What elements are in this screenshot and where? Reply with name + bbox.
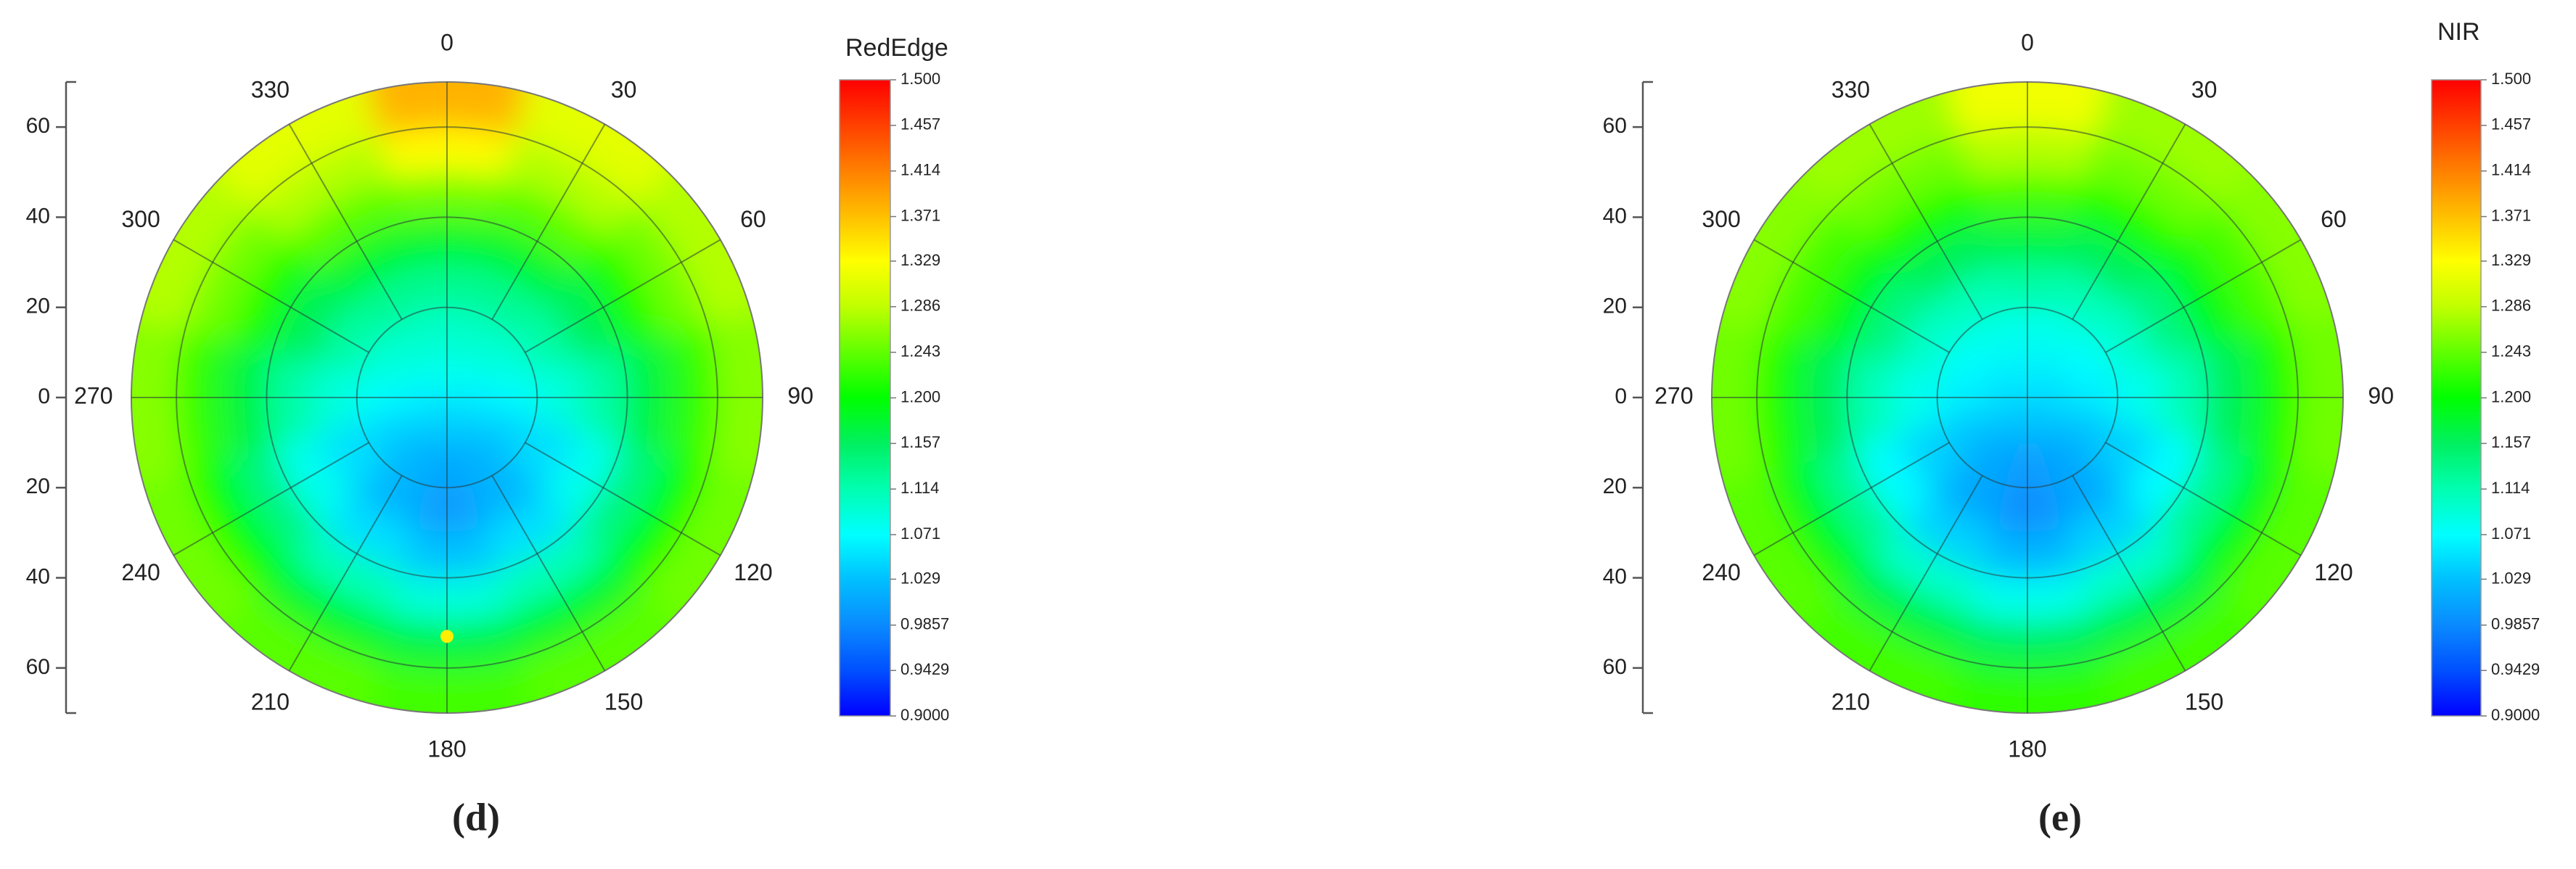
- theta-tick-label: 180: [2008, 736, 2046, 762]
- colorbar-tick-label: 0.9429: [901, 660, 949, 678]
- theta-tick-label: 0: [2021, 29, 2034, 55]
- y-tick-label: 20: [1603, 295, 1627, 318]
- theta-grid-line: [288, 123, 403, 320]
- colorbar-tick-label: 1.029: [2491, 569, 2531, 587]
- theta-grid-line: [491, 475, 606, 672]
- theta-tick-label: 120: [2314, 559, 2353, 585]
- colorbar-tick-label: 1.414: [2491, 161, 2531, 179]
- theta-grid-line: [2072, 475, 2186, 672]
- colorbar-title: NIR: [2437, 18, 2480, 46]
- theta-tick-label: 30: [611, 77, 637, 103]
- theta-grid-line: [1869, 123, 1983, 320]
- colorbar-tick-label: 1.329: [2491, 251, 2531, 269]
- y-tick-label: 20: [26, 474, 50, 498]
- colorbar-tick-label: 1.414: [901, 161, 940, 179]
- theta-tick-label: 0: [440, 29, 454, 55]
- theta-grid-line: [525, 442, 721, 556]
- colorbar-tick-label: 1.329: [901, 251, 940, 269]
- colorbar-tick-label: 0.9857: [2491, 615, 2540, 633]
- theta-tick-label: 240: [1702, 559, 1740, 585]
- chart: 0 30 60 90 120 150 180 210 240 270 300 330 60 40 20 0 20…: [1603, 18, 2540, 839]
- y-tick-label: 60: [26, 655, 50, 679]
- theta-grid-line: [2105, 239, 2302, 353]
- theta-tick-label: 330: [1831, 77, 1870, 103]
- theta-tick-label: 60: [2321, 206, 2347, 232]
- chart: 0 30 60 90 120 150 180 210 240 270 300 330 60 40 20 0 20…: [26, 29, 950, 839]
- colorbar-tick-label: 1.114: [901, 479, 939, 497]
- theta-tick-label: 180: [427, 736, 466, 762]
- heat-field: [1712, 82, 2343, 713]
- theta-tick-label: 210: [1831, 688, 1870, 714]
- y-tick-label: 0: [1615, 384, 1627, 408]
- theta-tick-label: 120: [734, 559, 772, 585]
- colorbar-tick-label: 1.071: [2491, 524, 2531, 543]
- theta-tick-label: 90: [2368, 382, 2394, 408]
- theta-tick-label: 90: [787, 382, 813, 408]
- theta-tick-label: 30: [2191, 77, 2218, 103]
- theta-tick-label: 330: [251, 77, 290, 103]
- theta-grid-line: [1753, 239, 1950, 353]
- theta-tick-label: 270: [1654, 382, 1693, 408]
- theta-grid-line: [288, 475, 403, 672]
- caption: (d): [452, 795, 500, 839]
- colorbar-tick-label: 0.9857: [901, 615, 949, 633]
- theta-tick-label: 150: [604, 688, 643, 714]
- colorbar-tick-label: 1.371: [2491, 206, 2531, 224]
- theta-tick-label: 240: [121, 559, 160, 585]
- colorbar-tick-label: 1.243: [901, 342, 940, 360]
- y-tick-label: 20: [1603, 474, 1627, 498]
- y-tick-label: 60: [1603, 114, 1627, 138]
- theta-grid-line: [525, 239, 721, 353]
- theta-grid-line: [1753, 442, 1950, 556]
- colorbar-tick-label: 1.286: [901, 297, 940, 315]
- colorbar-tick-label: 1.114: [2491, 479, 2530, 497]
- colorbar-tick-label: 1.200: [901, 387, 940, 405]
- y-tick-label: 60: [26, 114, 50, 138]
- colorbar-tick-label: 0.9000: [901, 706, 949, 724]
- colorbar-tick-label: 1.029: [901, 569, 940, 587]
- heat-cells: [1712, 82, 2343, 713]
- colorbar-tick-label: 1.071: [901, 524, 940, 543]
- y-tick-label: 40: [26, 204, 50, 228]
- colorbar-tick-label: 1.457: [901, 115, 940, 133]
- colorbar-tick-label: 1.500: [901, 70, 940, 88]
- theta-grid-line: [2105, 442, 2302, 556]
- y-tick-label: 20: [26, 295, 50, 318]
- theta-grid-line: [1869, 475, 1983, 672]
- y-tick-label: 40: [26, 564, 50, 588]
- y-tick-label: 40: [1603, 204, 1627, 228]
- theta-tick-label: 270: [74, 382, 112, 408]
- y-tick-label: 0: [38, 384, 50, 408]
- colorbar-tick-label: 1.157: [2491, 433, 2531, 451]
- marker: [440, 630, 454, 643]
- colorbar-tick-label: 0.9429: [2491, 660, 2540, 678]
- theta-tick-label: 150: [2185, 688, 2223, 714]
- caption: (e): [2038, 795, 2082, 839]
- theta-grid-line: [2072, 123, 2186, 320]
- theta-tick-label: 300: [121, 206, 160, 232]
- theta-tick-label: 300: [1702, 206, 1740, 232]
- theta-tick-label: 210: [251, 688, 290, 714]
- colorbar: [2431, 79, 2482, 717]
- theta-grid-line: [173, 442, 369, 556]
- colorbar: [839, 79, 891, 717]
- y-tick-label: 40: [1603, 564, 1627, 588]
- colorbar-title: RedEdge: [845, 34, 948, 62]
- colorbar-tick-label: 0.9000: [2491, 706, 2540, 724]
- theta-grid-line: [491, 123, 606, 320]
- colorbar-tick-label: 1.371: [901, 206, 940, 224]
- colorbar-tick-label: 1.457: [2491, 115, 2531, 133]
- theta-tick-label: 60: [740, 206, 766, 232]
- colorbar-tick-label: 1.243: [2491, 342, 2531, 360]
- colorbar-tick-label: 1.286: [2491, 297, 2531, 315]
- colorbar-tick-label: 1.500: [2491, 70, 2531, 88]
- theta-grid-line: [173, 239, 369, 353]
- y-tick-label: 60: [1603, 655, 1627, 679]
- colorbar-tick-label: 1.200: [2491, 387, 2531, 405]
- colorbar-tick-label: 1.157: [901, 433, 940, 451]
